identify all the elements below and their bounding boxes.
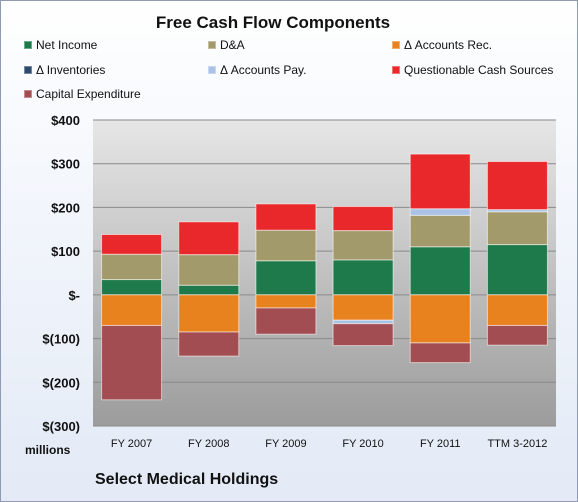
bar-segment	[486, 161, 548, 211]
bar-segment	[255, 203, 317, 231]
y-tick-label: $(200)	[42, 375, 80, 390]
bar-segment	[409, 246, 471, 296]
bar-segment	[486, 244, 548, 296]
legend-swatch-questionable	[392, 66, 400, 74]
y-tick-label: $300	[51, 157, 80, 172]
y-axis-ticks: $400 $300 $200 $100 $- $(100) $(200) $(300)	[42, 113, 80, 434]
bar-segment	[332, 319, 394, 325]
y-tick-label: $-	[68, 288, 80, 303]
x-tick-label: FY 2010	[342, 438, 383, 450]
legend-label-net-income: Net Income	[36, 38, 98, 52]
bar-segment	[409, 208, 471, 216]
bar-segment	[178, 331, 240, 357]
legend-swatch-net-income	[24, 41, 32, 49]
bar-segment	[178, 254, 240, 286]
bar-segment	[255, 307, 317, 335]
bar-segment	[332, 323, 394, 347]
y-tick-label: $(100)	[42, 332, 80, 347]
x-tick-label: TTM 3-2012	[487, 438, 547, 450]
y-tick-label: $(300)	[42, 419, 80, 434]
bar-segment	[255, 229, 317, 262]
legend-item-capex: Capital Expenditure	[24, 87, 141, 101]
x-tick-label: FY 2009	[265, 438, 306, 450]
legend-label-inventories: Δ Inventories	[36, 63, 106, 77]
bar-segment	[178, 284, 240, 296]
legend-swatch-accounts-pay	[208, 66, 216, 74]
bar-segment	[409, 342, 471, 364]
bar-segment	[409, 294, 471, 344]
bar-segment	[101, 279, 163, 296]
bar-segment	[409, 214, 471, 248]
bar-segment	[101, 234, 163, 255]
legend-item-accounts-rec: Δ Accounts Rec.	[392, 38, 492, 52]
legend-label-da: D&A	[220, 38, 245, 52]
bar-segment	[332, 206, 394, 232]
legend-item-inventories: Δ Inventories	[24, 63, 105, 77]
bar-segment	[332, 294, 394, 321]
x-axis-ticks: FY 2007 FY 2008 FY 2009 FY 2010 FY 2011 TTM 3…	[111, 438, 547, 450]
bar-segment	[255, 294, 317, 309]
legend-label-questionable: Questionable Cash Sources	[404, 63, 554, 77]
legend-swatch-inventories	[24, 66, 32, 74]
legend-item-questionable: Questionable Cash Sources	[392, 63, 553, 77]
y-tick-label: $200	[51, 200, 80, 215]
bar-segment	[101, 253, 163, 281]
bar-segment	[486, 324, 548, 346]
legend-label-accounts-rec: Δ Accounts Rec.	[404, 38, 493, 52]
legend-swatch-capex	[24, 90, 32, 98]
unit-label: millions	[25, 443, 71, 457]
y-tick-label: $400	[51, 113, 80, 128]
x-tick-label: FY 2007	[111, 438, 152, 450]
bar-segment	[255, 260, 317, 296]
legend-label-capex: Capital Expenditure	[36, 87, 141, 101]
bar-segment	[178, 294, 240, 333]
legend-item-accounts-pay: Δ Accounts Pay.	[208, 63, 307, 77]
legend-item-da: D&A	[208, 38, 245, 52]
bar-segment	[101, 324, 163, 401]
legend-label-accounts-pay: Δ Accounts Pay.	[220, 63, 307, 77]
x-tick-label: FY 2008	[188, 438, 229, 450]
bar-segment	[101, 294, 163, 326]
bar-segment	[486, 211, 548, 246]
gridlines	[93, 119, 556, 427]
plot-area	[93, 120, 556, 426]
chart-title: Free Cash Flow Components	[155, 13, 391, 32]
bars	[101, 153, 548, 401]
company-name: Select Medical Holdings	[95, 471, 279, 488]
bar-segment	[409, 153, 471, 210]
legend-item-net-income: Net Income	[24, 38, 97, 52]
bar-segment	[332, 230, 394, 261]
x-tick-label: FY 2011	[420, 438, 461, 450]
legend-swatch-da	[208, 41, 216, 49]
bar-segment	[178, 221, 240, 256]
bar-segment	[486, 294, 548, 326]
y-tick-label: $100	[51, 244, 80, 259]
legend-swatch-accounts-rec	[392, 41, 400, 49]
bar-segment	[332, 259, 394, 296]
